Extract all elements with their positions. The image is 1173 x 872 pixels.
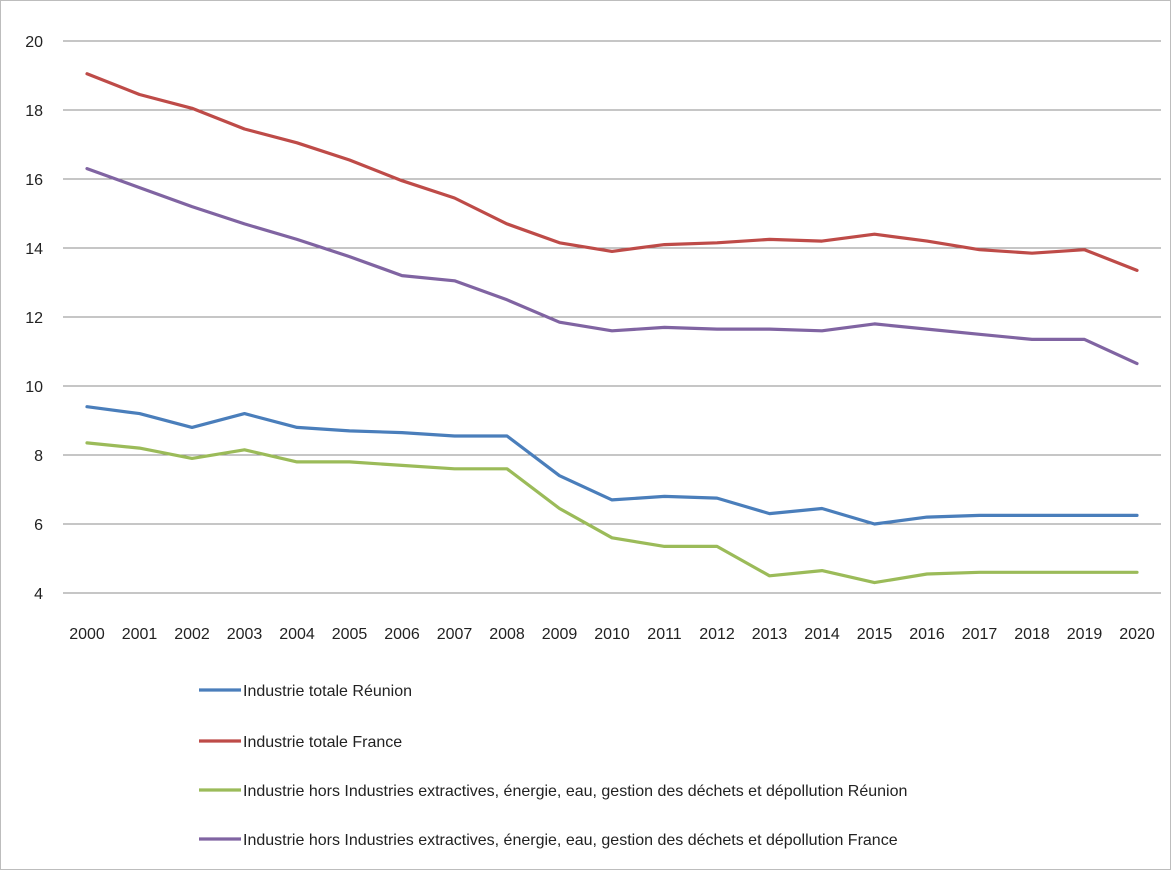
y-tick-label: 14	[25, 241, 43, 258]
x-tick-label: 2017	[962, 626, 998, 643]
legend: Industrie totale Réunion Industrie totale…	[199, 683, 907, 849]
series-line-1	[85, 405, 1139, 526]
legend-label-1: Industrie totale Réunion	[243, 683, 412, 700]
legend-label-4: Industrie hors Industries extractives, é…	[243, 832, 898, 849]
x-tick-label: 2019	[1067, 626, 1103, 643]
legend-label-3: Industrie hors Industries extractives, é…	[243, 783, 907, 800]
x-tick-label: 2015	[857, 626, 893, 643]
x-tick-label: 2013	[752, 626, 788, 643]
x-tick-label: 2000	[69, 626, 105, 643]
y-tick-label: 20	[25, 34, 43, 51]
y-tick-label: 8	[34, 448, 43, 465]
x-tick-label: 2009	[542, 626, 578, 643]
legend-label-2: Industrie totale France	[243, 734, 402, 751]
x-tick-label: 2001	[122, 626, 158, 643]
y-tick-label: 12	[25, 310, 43, 327]
x-tick-label: 2006	[384, 626, 420, 643]
x-tick-label: 2014	[804, 626, 840, 643]
x-tick-label: 2018	[1014, 626, 1050, 643]
x-tick-label: 2003	[227, 626, 263, 643]
x-tick-label: 2011	[647, 626, 682, 643]
x-tick-label: 2012	[699, 626, 735, 643]
y-tick-label: 16	[25, 172, 43, 189]
axes: 4 6 8 10 12 14 16 18 20 2000 2001 2002 2003 2004 2005 2…	[25, 34, 1155, 643]
x-tick-label: 2020	[1119, 626, 1155, 643]
series-lines	[85, 72, 1139, 585]
x-tick-label: 2016	[909, 626, 945, 643]
x-tick-label: 2010	[594, 626, 630, 643]
y-tick-label: 10	[25, 379, 43, 396]
x-tick-label: 2005	[332, 626, 368, 643]
x-tick-label: 2002	[174, 626, 210, 643]
series-line-2	[85, 72, 1139, 272]
series-line-3	[85, 441, 1139, 585]
y-tick-label: 6	[34, 517, 43, 534]
y-tick-label: 18	[25, 103, 43, 120]
gridlines	[63, 40, 1161, 594]
series-line-4	[85, 167, 1139, 366]
y-tick-label: 4	[34, 586, 43, 603]
x-tick-label: 2007	[437, 626, 473, 643]
x-tick-label: 2008	[489, 626, 525, 643]
x-tick-label: 2004	[279, 626, 315, 643]
